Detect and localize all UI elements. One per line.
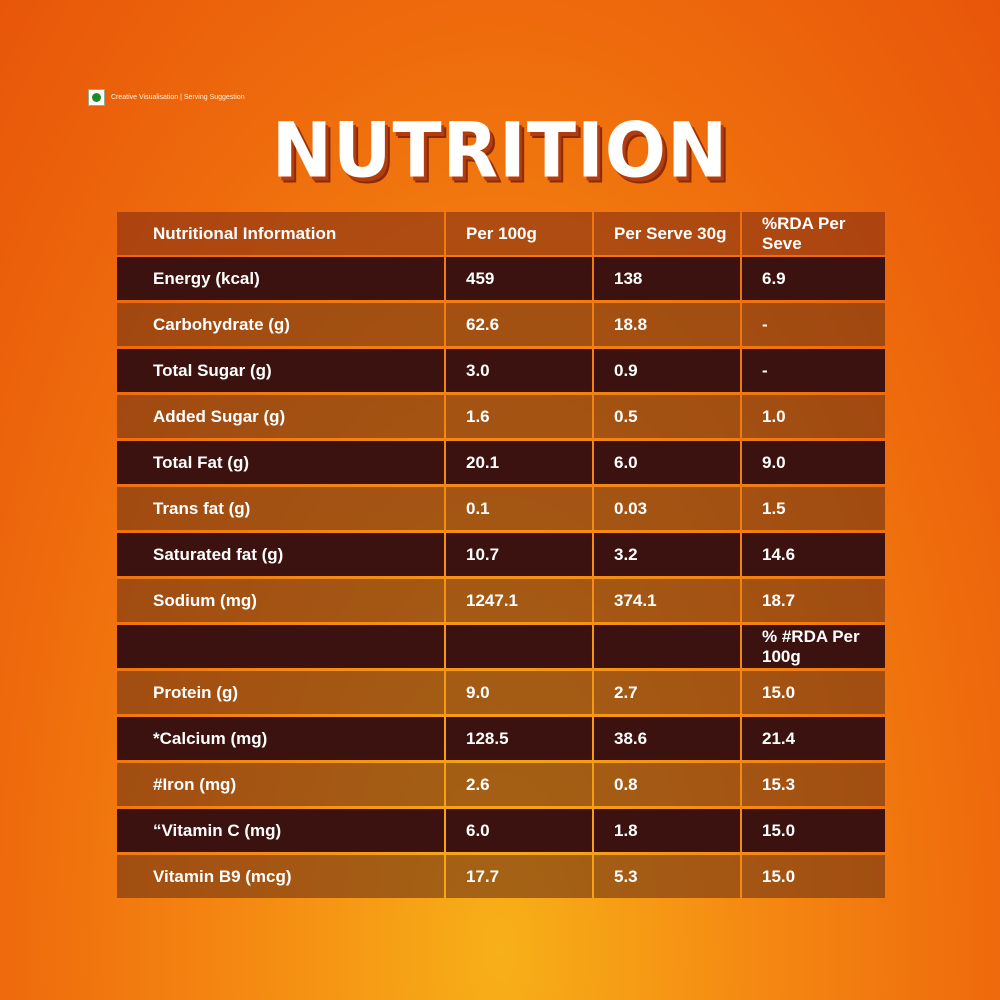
value-cell: 0.1 bbox=[446, 487, 592, 530]
column-header: Nutritional Information bbox=[117, 212, 444, 255]
value-cell: 3.2 bbox=[594, 533, 740, 576]
nutrient-cell: Total Sugar (g) bbox=[117, 349, 444, 392]
nutrient-cell: Saturated fat (g) bbox=[117, 533, 444, 576]
value-cell: 15.0 bbox=[742, 809, 885, 852]
badge: Creative Visualisation | Serving Suggest… bbox=[88, 89, 245, 106]
nutrient-cell: Protein (g) bbox=[117, 671, 444, 714]
value-cell: 17.7 bbox=[446, 855, 592, 898]
nutrient-cell: Vitamin B9 (mcg) bbox=[117, 855, 444, 898]
value-cell: 1.5 bbox=[742, 487, 885, 530]
value-cell: 374.1 bbox=[594, 579, 740, 622]
veg-icon bbox=[88, 89, 105, 106]
value-cell: 0.9 bbox=[594, 349, 740, 392]
nutrient-cell bbox=[117, 625, 444, 668]
value-cell: 2.6 bbox=[446, 763, 592, 806]
value-cell: 15.0 bbox=[742, 855, 885, 898]
nutrient-cell: Total Fat (g) bbox=[117, 441, 444, 484]
nutrient-cell: Carbohydrate (g) bbox=[117, 303, 444, 346]
value-cell: 9.0 bbox=[742, 441, 885, 484]
value-cell: 0.5 bbox=[594, 395, 740, 438]
value-cell: 62.6 bbox=[446, 303, 592, 346]
value-cell: 14.6 bbox=[742, 533, 885, 576]
value-cell: 15.0 bbox=[742, 671, 885, 714]
value-cell: 21.4 bbox=[742, 717, 885, 760]
value-cell: 3.0 bbox=[446, 349, 592, 392]
value-cell bbox=[594, 625, 740, 668]
value-cell: 38.6 bbox=[594, 717, 740, 760]
value-cell: 459 bbox=[446, 257, 592, 300]
badge-text: Creative Visualisation | Serving Suggest… bbox=[111, 94, 245, 101]
value-cell: 6.0 bbox=[446, 809, 592, 852]
value-cell: 5.3 bbox=[594, 855, 740, 898]
value-cell: 1.8 bbox=[594, 809, 740, 852]
nutrient-cell: Energy (kcal) bbox=[117, 257, 444, 300]
nutrient-cell: Added Sugar (g) bbox=[117, 395, 444, 438]
value-cell: 18.8 bbox=[594, 303, 740, 346]
value-cell: 1.6 bbox=[446, 395, 592, 438]
value-cell: 1.0 bbox=[742, 395, 885, 438]
value-cell: 10.7 bbox=[446, 533, 592, 576]
column-header: Per 100g bbox=[446, 212, 592, 255]
value-cell: 18.7 bbox=[742, 579, 885, 622]
nutrient-cell: #Iron (mg) bbox=[117, 763, 444, 806]
value-cell: 9.0 bbox=[446, 671, 592, 714]
value-cell bbox=[446, 625, 592, 668]
value-cell: 1247.1 bbox=[446, 579, 592, 622]
value-cell: 0.03 bbox=[594, 487, 740, 530]
value-cell: 2.7 bbox=[594, 671, 740, 714]
value-cell: - bbox=[742, 349, 885, 392]
nutrient-cell: Sodium (mg) bbox=[117, 579, 444, 622]
value-cell: - bbox=[742, 303, 885, 346]
nutrient-cell: *Calcium (mg) bbox=[117, 717, 444, 760]
value-cell: 0.8 bbox=[594, 763, 740, 806]
column-header: %RDA Per Seve bbox=[742, 212, 885, 255]
title: NUTRITION bbox=[271, 105, 729, 195]
value-cell: 6.9 bbox=[742, 257, 885, 300]
value-cell: 20.1 bbox=[446, 441, 592, 484]
nutrient-cell: Trans fat (g) bbox=[117, 487, 444, 530]
value-cell: % #RDA Per 100g bbox=[742, 625, 885, 668]
value-cell: 128.5 bbox=[446, 717, 592, 760]
nutrient-cell: “Vitamin C (mg) bbox=[117, 809, 444, 852]
value-cell: 6.0 bbox=[594, 441, 740, 484]
column-header: Per Serve 30g bbox=[594, 212, 740, 255]
value-cell: 138 bbox=[594, 257, 740, 300]
value-cell: 15.3 bbox=[742, 763, 885, 806]
